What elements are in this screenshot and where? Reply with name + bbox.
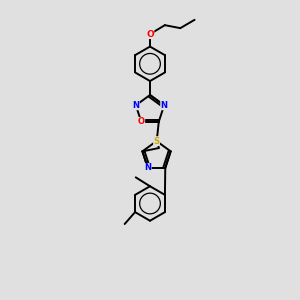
Text: O: O bbox=[146, 30, 154, 39]
Text: O: O bbox=[138, 117, 145, 126]
Text: N: N bbox=[160, 101, 168, 110]
Text: S: S bbox=[154, 136, 160, 146]
Text: N: N bbox=[132, 101, 140, 110]
Text: N: N bbox=[144, 164, 151, 172]
